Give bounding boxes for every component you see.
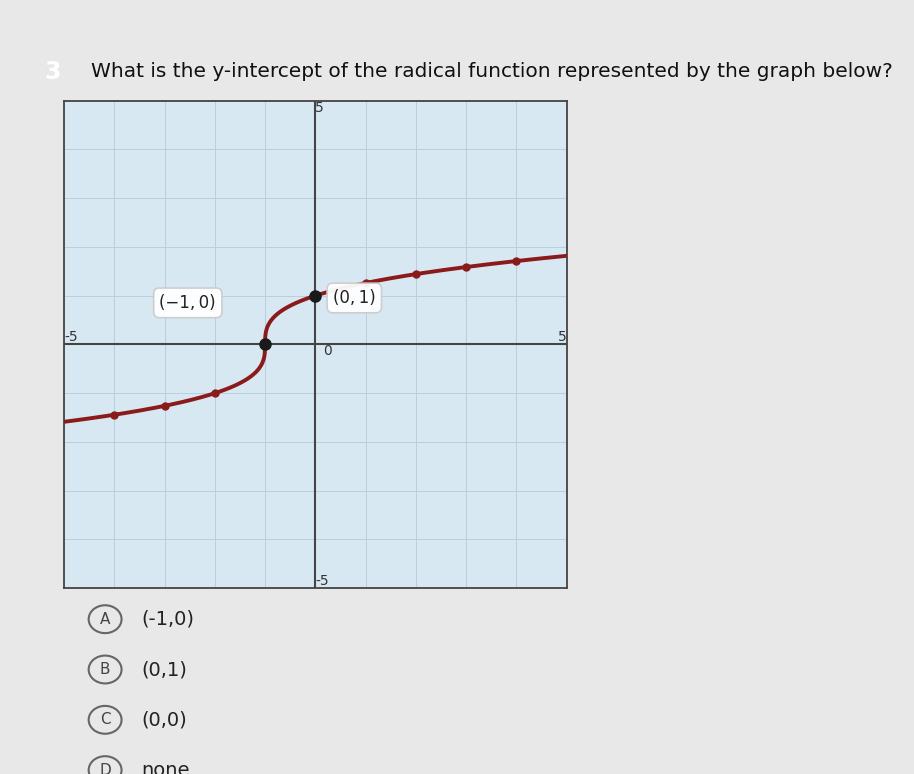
Text: (−1, 0): (−1, 0) (159, 294, 216, 312)
Text: (0,0): (0,0) (142, 711, 187, 729)
Text: B: B (100, 662, 111, 677)
Text: (0,1): (0,1) (142, 660, 187, 679)
Text: 5: 5 (558, 330, 567, 344)
Text: -5: -5 (315, 574, 329, 588)
Text: 5: 5 (315, 101, 324, 115)
Text: none: none (142, 761, 190, 774)
Text: C: C (100, 712, 111, 728)
Text: -5: -5 (64, 330, 78, 344)
Text: 3: 3 (44, 60, 61, 84)
Text: (0, 1): (0, 1) (333, 289, 376, 307)
Text: A: A (100, 611, 111, 627)
Text: D: D (100, 762, 111, 774)
Text: 0: 0 (323, 344, 332, 358)
Text: (-1,0): (-1,0) (142, 610, 195, 628)
Text: What is the y-intercept of the radical function represented by the graph below?: What is the y-intercept of the radical f… (91, 62, 893, 81)
